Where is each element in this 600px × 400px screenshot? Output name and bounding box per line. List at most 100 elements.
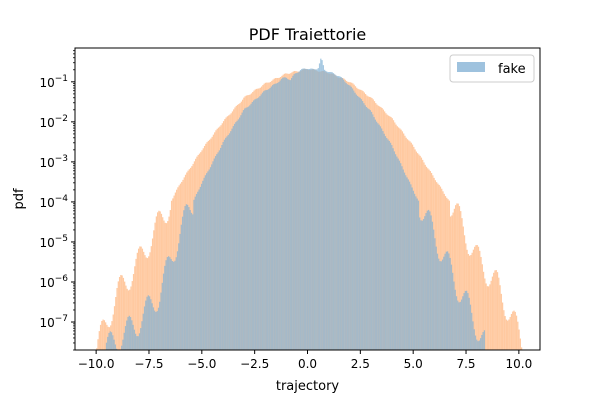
histogram-bar xyxy=(424,216,426,350)
histogram-bar xyxy=(452,272,454,350)
histogram-bar xyxy=(131,281,133,350)
histogram-bar xyxy=(194,196,196,350)
y-tick-label: 10−3 xyxy=(39,154,68,170)
histogram-bar xyxy=(96,348,98,350)
x-tick-label: 7.5 xyxy=(456,357,475,371)
histogram-bar xyxy=(178,243,180,350)
histogram-bar xyxy=(135,258,137,350)
histogram-bar xyxy=(476,339,478,350)
histogram-bar xyxy=(395,154,397,350)
histogram-bar xyxy=(444,253,446,350)
histogram-bar xyxy=(370,111,373,350)
histogram-bar xyxy=(99,324,102,350)
plot-area xyxy=(96,58,523,351)
histogram-bar xyxy=(216,154,218,350)
histogram-bar xyxy=(471,252,473,350)
histogram-bar xyxy=(298,71,300,350)
y-tick-label: 10−6 xyxy=(39,274,68,290)
histogram-bar xyxy=(266,89,269,350)
y-tick-label: 10−5 xyxy=(39,234,68,250)
histogram-bar xyxy=(148,296,151,350)
histogram-bar xyxy=(382,131,384,350)
histogram-bar xyxy=(302,68,304,350)
histogram-bar xyxy=(474,246,476,350)
legend-box xyxy=(449,54,535,83)
histogram-bar xyxy=(150,299,152,350)
histogram-bar xyxy=(430,215,432,350)
histogram-bar xyxy=(353,90,355,350)
histogram-bar xyxy=(247,106,250,350)
histogram-bar xyxy=(208,169,210,350)
histogram-bar xyxy=(467,293,469,350)
histogram-bar xyxy=(159,211,161,350)
histogram-bar xyxy=(137,336,139,350)
histogram-bar xyxy=(147,295,149,350)
histogram-bar xyxy=(507,320,509,350)
histogram-bar xyxy=(217,152,219,350)
histogram-bar xyxy=(474,335,477,350)
histogram-bar xyxy=(198,189,200,350)
histogram-bar xyxy=(296,73,298,350)
histogram-bar xyxy=(318,63,321,351)
histogram-bar xyxy=(241,112,243,350)
histogram-bar xyxy=(401,166,403,350)
chart-title: PDF Traiettorie xyxy=(249,25,367,44)
histogram-bar xyxy=(98,331,100,350)
histogram-bar xyxy=(282,77,284,350)
histogram-bar xyxy=(477,341,479,350)
histogram-bar xyxy=(398,160,401,350)
histogram-bar xyxy=(156,311,158,350)
histogram-bar xyxy=(214,156,217,350)
histogram-bar xyxy=(460,211,462,350)
histogram-bar xyxy=(161,282,163,350)
histogram-bar xyxy=(312,68,314,350)
histogram-bar xyxy=(387,139,389,350)
histogram-bar xyxy=(132,324,134,350)
histogram-bar xyxy=(289,80,292,350)
histogram-bar xyxy=(436,253,439,350)
histogram-bar xyxy=(154,310,156,350)
histogram-bar xyxy=(471,312,473,350)
histogram-bar xyxy=(108,332,110,350)
histogram-bar xyxy=(392,148,394,350)
histogram-bar xyxy=(373,117,375,350)
histogram-bar xyxy=(184,206,186,350)
histogram-bar xyxy=(264,90,266,350)
histogram-bar xyxy=(374,119,376,350)
histogram-bar xyxy=(431,221,434,350)
histogram-bar xyxy=(458,302,460,350)
histogram-bar xyxy=(472,321,474,350)
x-tick-label: 5.0 xyxy=(404,357,423,371)
histogram-bar xyxy=(393,151,396,350)
histogram-bar xyxy=(200,183,203,350)
histogram-bar xyxy=(142,313,144,350)
histogram-bar xyxy=(180,224,182,350)
histogram-bar xyxy=(478,340,480,350)
histogram-bar xyxy=(499,285,501,350)
histogram-bar xyxy=(310,68,312,350)
histogram-bar xyxy=(258,97,260,351)
histogram-bar xyxy=(313,69,316,350)
histogram-bar xyxy=(332,73,335,351)
histogram-bar xyxy=(211,164,213,350)
histogram-bar xyxy=(396,156,398,350)
histogram-bar xyxy=(488,286,490,350)
histogram-bar xyxy=(508,319,510,350)
histogram-bar xyxy=(359,97,361,350)
histogram-bar xyxy=(242,110,245,350)
histogram-bar xyxy=(494,270,496,350)
histogram-bar xyxy=(159,301,161,350)
histogram-bar xyxy=(441,259,444,350)
histogram-bar xyxy=(284,77,286,351)
histogram-bar xyxy=(160,213,163,350)
histogram-bar xyxy=(472,249,475,350)
histogram-bar xyxy=(124,281,126,350)
histogram-bar xyxy=(339,76,341,350)
histogram-bar xyxy=(448,253,450,350)
histogram-bar xyxy=(369,110,371,350)
histogram-bar xyxy=(455,205,457,350)
histogram-bar xyxy=(375,121,378,350)
histogram-bar xyxy=(422,219,425,350)
histogram-bar xyxy=(315,69,317,351)
histogram-bar xyxy=(189,210,191,350)
